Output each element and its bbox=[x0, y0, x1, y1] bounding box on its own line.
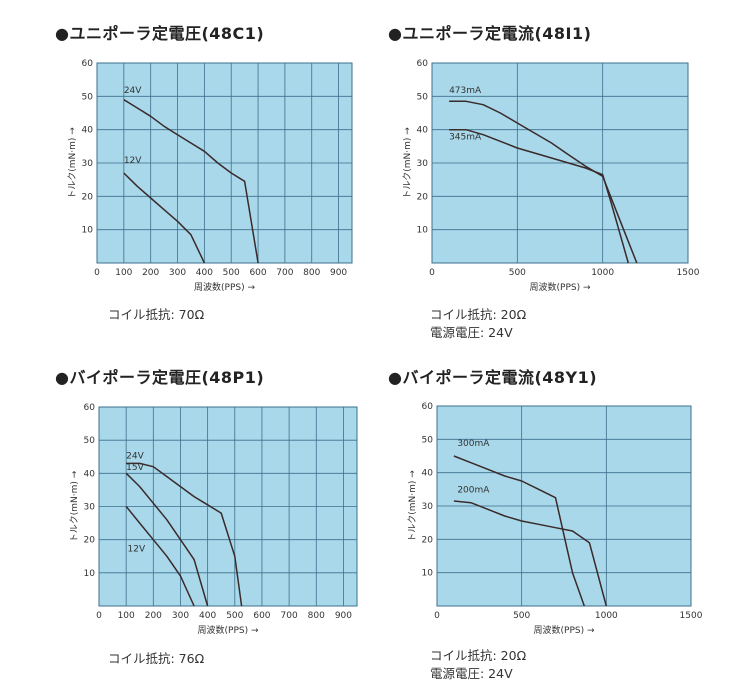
series-line-48p1-15v bbox=[125, 472, 209, 607]
x-tick-label-48i1: 0 bbox=[429, 268, 435, 278]
x-tick-label-48y1: 1000 bbox=[595, 611, 618, 621]
y-axis-label-48i1: トルク(mN·m) → bbox=[402, 127, 413, 199]
x-tick-label-48y1: 0 bbox=[434, 611, 440, 621]
x-tick-label-48p1: 400 bbox=[199, 611, 216, 621]
plot-frame-48p1 bbox=[98, 406, 358, 607]
plot-frame-48y1 bbox=[436, 405, 692, 607]
y-tick-label-48i1: 10 bbox=[417, 226, 429, 236]
chart-title-48y1: ●バイポーラ定電流(48Y1) bbox=[388, 368, 598, 387]
coil-resistance-48p1: コイル抵抗: 76Ω bbox=[108, 651, 205, 666]
plot-frame-48i1 bbox=[431, 62, 689, 264]
x-tick-label-48c1: 300 bbox=[169, 268, 186, 278]
x-tick-label-48p1: 700 bbox=[281, 611, 298, 621]
chart-title-48p1: ●バイポーラ定電圧(48P1) bbox=[55, 368, 265, 387]
x-tick-label-48p1: 800 bbox=[308, 611, 325, 621]
series-line-48i1-345ma bbox=[449, 128, 630, 264]
series-line-48c1-24v bbox=[123, 99, 259, 264]
series-label-48c1-12v: 12V bbox=[124, 156, 142, 166]
y-tick-label-48y1: 60 bbox=[422, 402, 434, 412]
y-tick-label-48p1: 40 bbox=[84, 469, 96, 479]
y-tick-label-48p1: 20 bbox=[84, 536, 96, 546]
y-tick-label-48y1: 50 bbox=[422, 435, 434, 445]
series-line-48c1-12v bbox=[123, 172, 206, 264]
x-tick-label-48i1: 1000 bbox=[591, 268, 614, 278]
x-tick-label-48c1: 900 bbox=[330, 268, 347, 278]
y-axis-label-48y1: トルク(mN·m) → bbox=[407, 470, 418, 542]
y-tick-label-48i1: 40 bbox=[417, 126, 429, 136]
plot-frame-48c1 bbox=[96, 62, 353, 264]
y-tick-label-48y1: 40 bbox=[422, 469, 434, 479]
x-tick-label-48c1: 0 bbox=[94, 268, 100, 278]
y-tick-label-48i1: 60 bbox=[417, 59, 429, 69]
x-tick-label-48c1: 700 bbox=[276, 268, 293, 278]
x-tick-label-48p1: 0 bbox=[96, 611, 102, 621]
y-tick-label-48c1: 20 bbox=[82, 192, 94, 202]
y-tick-label-48p1: 30 bbox=[84, 503, 96, 513]
y-tick-label-48c1: 40 bbox=[82, 126, 94, 136]
x-tick-label-48i1: 1500 bbox=[677, 268, 700, 278]
x-axis-label-48y1: 周波数(PPS) → bbox=[534, 624, 595, 636]
y-tick-label-48c1: 50 bbox=[82, 92, 94, 102]
series-label-48y1-300ma: 300mA bbox=[457, 439, 490, 449]
x-tick-label-48i1: 500 bbox=[509, 268, 526, 278]
chart-title-48c1: ●ユニポーラ定電圧(48C1) bbox=[55, 24, 265, 43]
series-label-48c1-24v: 24V bbox=[124, 86, 142, 96]
x-tick-label-48p1: 100 bbox=[118, 611, 135, 621]
y-axis-label-48p1: トルク(mN·m) → bbox=[69, 470, 80, 542]
series-label-48p1-15v: 15V bbox=[126, 463, 144, 473]
y-tick-label-48p1: 50 bbox=[84, 436, 96, 446]
series-label-48i1-473ma: 473mA bbox=[449, 86, 482, 96]
series-line-48p1-12v bbox=[125, 506, 195, 607]
series-line-48p1-24v bbox=[126, 462, 243, 607]
series-label-48p1-12v: 12V bbox=[128, 544, 146, 554]
x-tick-label-48y1: 1500 bbox=[680, 611, 703, 621]
x-tick-label-48p1: 600 bbox=[253, 611, 270, 621]
x-tick-label-48y1: 500 bbox=[513, 611, 530, 621]
series-label-48i1-345ma: 345mA bbox=[449, 133, 482, 143]
y-axis-label-48c1: トルク(mN·m) → bbox=[67, 127, 78, 199]
x-tick-label-48p1: 200 bbox=[145, 611, 162, 621]
x-tick-label-48c1: 400 bbox=[196, 268, 213, 278]
x-tick-label-48c1: 600 bbox=[249, 268, 266, 278]
chart-title-48i1: ●ユニポーラ定電流(48I1) bbox=[388, 24, 592, 43]
x-tick-label-48p1: 900 bbox=[335, 611, 352, 621]
coil-resistance-48y1: コイル抵抗: 20Ω bbox=[430, 648, 527, 663]
supply-voltage-48i1: 電源電圧: 24V bbox=[430, 325, 513, 340]
y-tick-label-48y1: 30 bbox=[422, 502, 434, 512]
x-axis-label-48p1: 周波数(PPS) → bbox=[198, 624, 259, 636]
y-tick-label-48p1: 10 bbox=[84, 569, 96, 579]
y-tick-label-48y1: 10 bbox=[422, 569, 434, 579]
y-tick-label-48p1: 60 bbox=[84, 403, 96, 413]
series-line-48y1-200ma bbox=[453, 500, 608, 607]
x-tick-label-48c1: 800 bbox=[303, 268, 320, 278]
series-label-48y1-200ma: 200mA bbox=[457, 486, 490, 496]
y-tick-label-48c1: 10 bbox=[82, 226, 94, 236]
x-axis-label-48i1: 周波数(PPS) → bbox=[530, 281, 591, 293]
supply-voltage-48y1: 電源電圧: 24V bbox=[430, 666, 513, 681]
y-tick-label-48i1: 20 bbox=[417, 192, 429, 202]
y-tick-label-48c1: 30 bbox=[82, 159, 94, 169]
series-line-48y1-300ma bbox=[453, 455, 586, 607]
x-tick-label-48c1: 100 bbox=[115, 268, 132, 278]
y-tick-label-48y1: 20 bbox=[422, 535, 434, 545]
coil-resistance-48c1: コイル抵抗: 70Ω bbox=[108, 307, 205, 322]
y-tick-label-48i1: 50 bbox=[417, 92, 429, 102]
x-tick-label-48c1: 500 bbox=[223, 268, 240, 278]
x-tick-label-48p1: 300 bbox=[172, 611, 189, 621]
y-tick-label-48c1: 60 bbox=[82, 59, 94, 69]
y-tick-label-48i1: 30 bbox=[417, 159, 429, 169]
x-axis-label-48c1: 周波数(PPS) → bbox=[194, 281, 255, 293]
x-tick-label-48c1: 200 bbox=[142, 268, 159, 278]
x-tick-label-48p1: 500 bbox=[226, 611, 243, 621]
coil-resistance-48i1: コイル抵抗: 20Ω bbox=[430, 307, 527, 322]
series-label-48p1-24v: 24V bbox=[126, 451, 144, 461]
